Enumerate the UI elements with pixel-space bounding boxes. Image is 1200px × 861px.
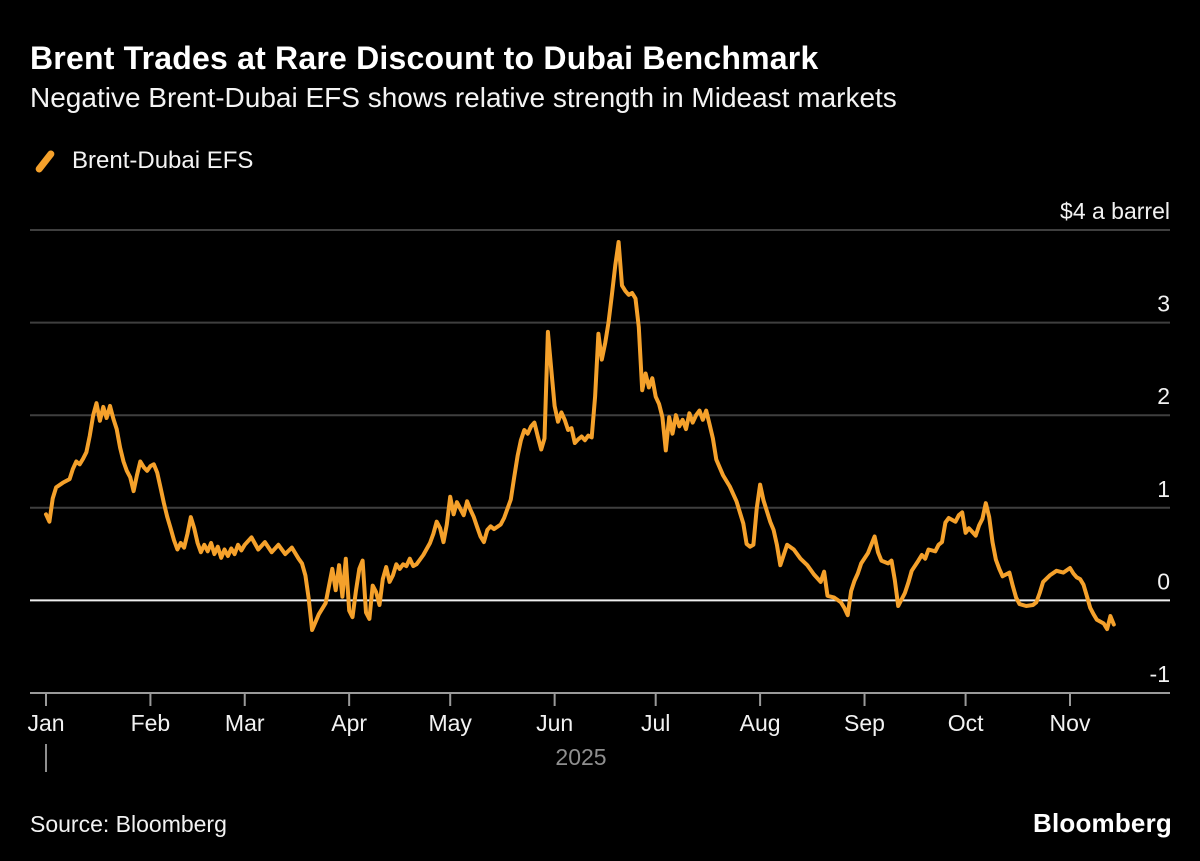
- chart-title: Brent Trades at Rare Discount to Dubai B…: [30, 40, 819, 76]
- x-tick-label: Jun: [536, 710, 573, 736]
- data-line-brent-dubai-efs: [44, 240, 1116, 632]
- y-tick-label: 2: [1157, 383, 1170, 409]
- bloomberg-logo: Bloomberg: [1032, 808, 1172, 838]
- legend-label: Brent-Dubai EFS: [72, 147, 254, 174]
- x-tick-label: Feb: [131, 710, 171, 736]
- y-tick-label: 3: [1157, 291, 1170, 317]
- y-tick-label: $4 a barrel: [1060, 198, 1170, 224]
- x-tick-label: Mar: [225, 710, 265, 736]
- year-label: 2025: [555, 744, 606, 770]
- x-tick-label: Jul: [641, 710, 670, 736]
- y-tick-label: 0: [1157, 568, 1170, 594]
- x-tick-label: Aug: [740, 710, 781, 736]
- x-tick-label: May: [428, 710, 472, 736]
- x-tick-label: Nov: [1050, 710, 1091, 736]
- source-credit: Source: Bloomberg: [30, 811, 227, 837]
- chart-subtitle: Negative Brent-Dubai EFS shows relative …: [30, 82, 897, 113]
- legend-line-swatch-icon: [34, 148, 56, 174]
- y-tick-label: 1: [1157, 476, 1170, 502]
- x-tick-label: Oct: [948, 710, 984, 736]
- x-tick-label: Sep: [844, 710, 885, 736]
- x-tick-label: Jan: [27, 710, 64, 736]
- y-tick-label: -1: [1150, 661, 1170, 687]
- legend: Brent-Dubai EFS: [30, 146, 253, 176]
- x-tick-label: Apr: [331, 710, 367, 736]
